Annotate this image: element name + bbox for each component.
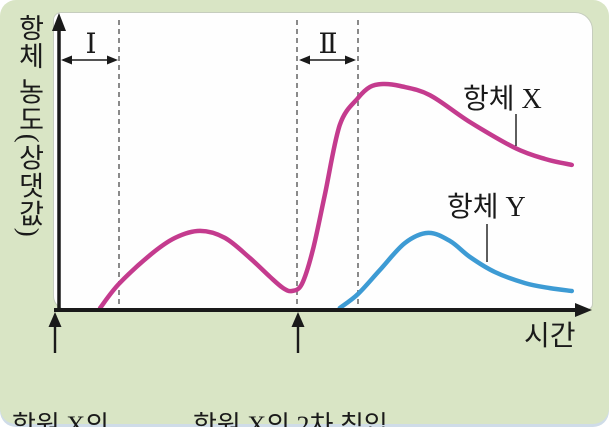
event2-label: 항원 X의 2차 침입 항원 Y의 1차 침입 [193,351,388,427]
x-axis-label: 시간 [524,321,576,352]
y-axis-label: 항체 농도(상댓값) [14,14,45,238]
event1-label: 항원 X의 1차 침입 [12,351,109,427]
event2-label-line1: 항원 X의 2차 침입 [193,411,388,427]
antibody-x-label: 항체 X [463,84,542,115]
interval2-label: Ⅱ [318,29,338,60]
interval1-label: Ⅰ [85,29,97,60]
antibody-y-label: 항체 Y [447,192,526,223]
event1-label-line1: 항원 X의 [12,411,110,427]
